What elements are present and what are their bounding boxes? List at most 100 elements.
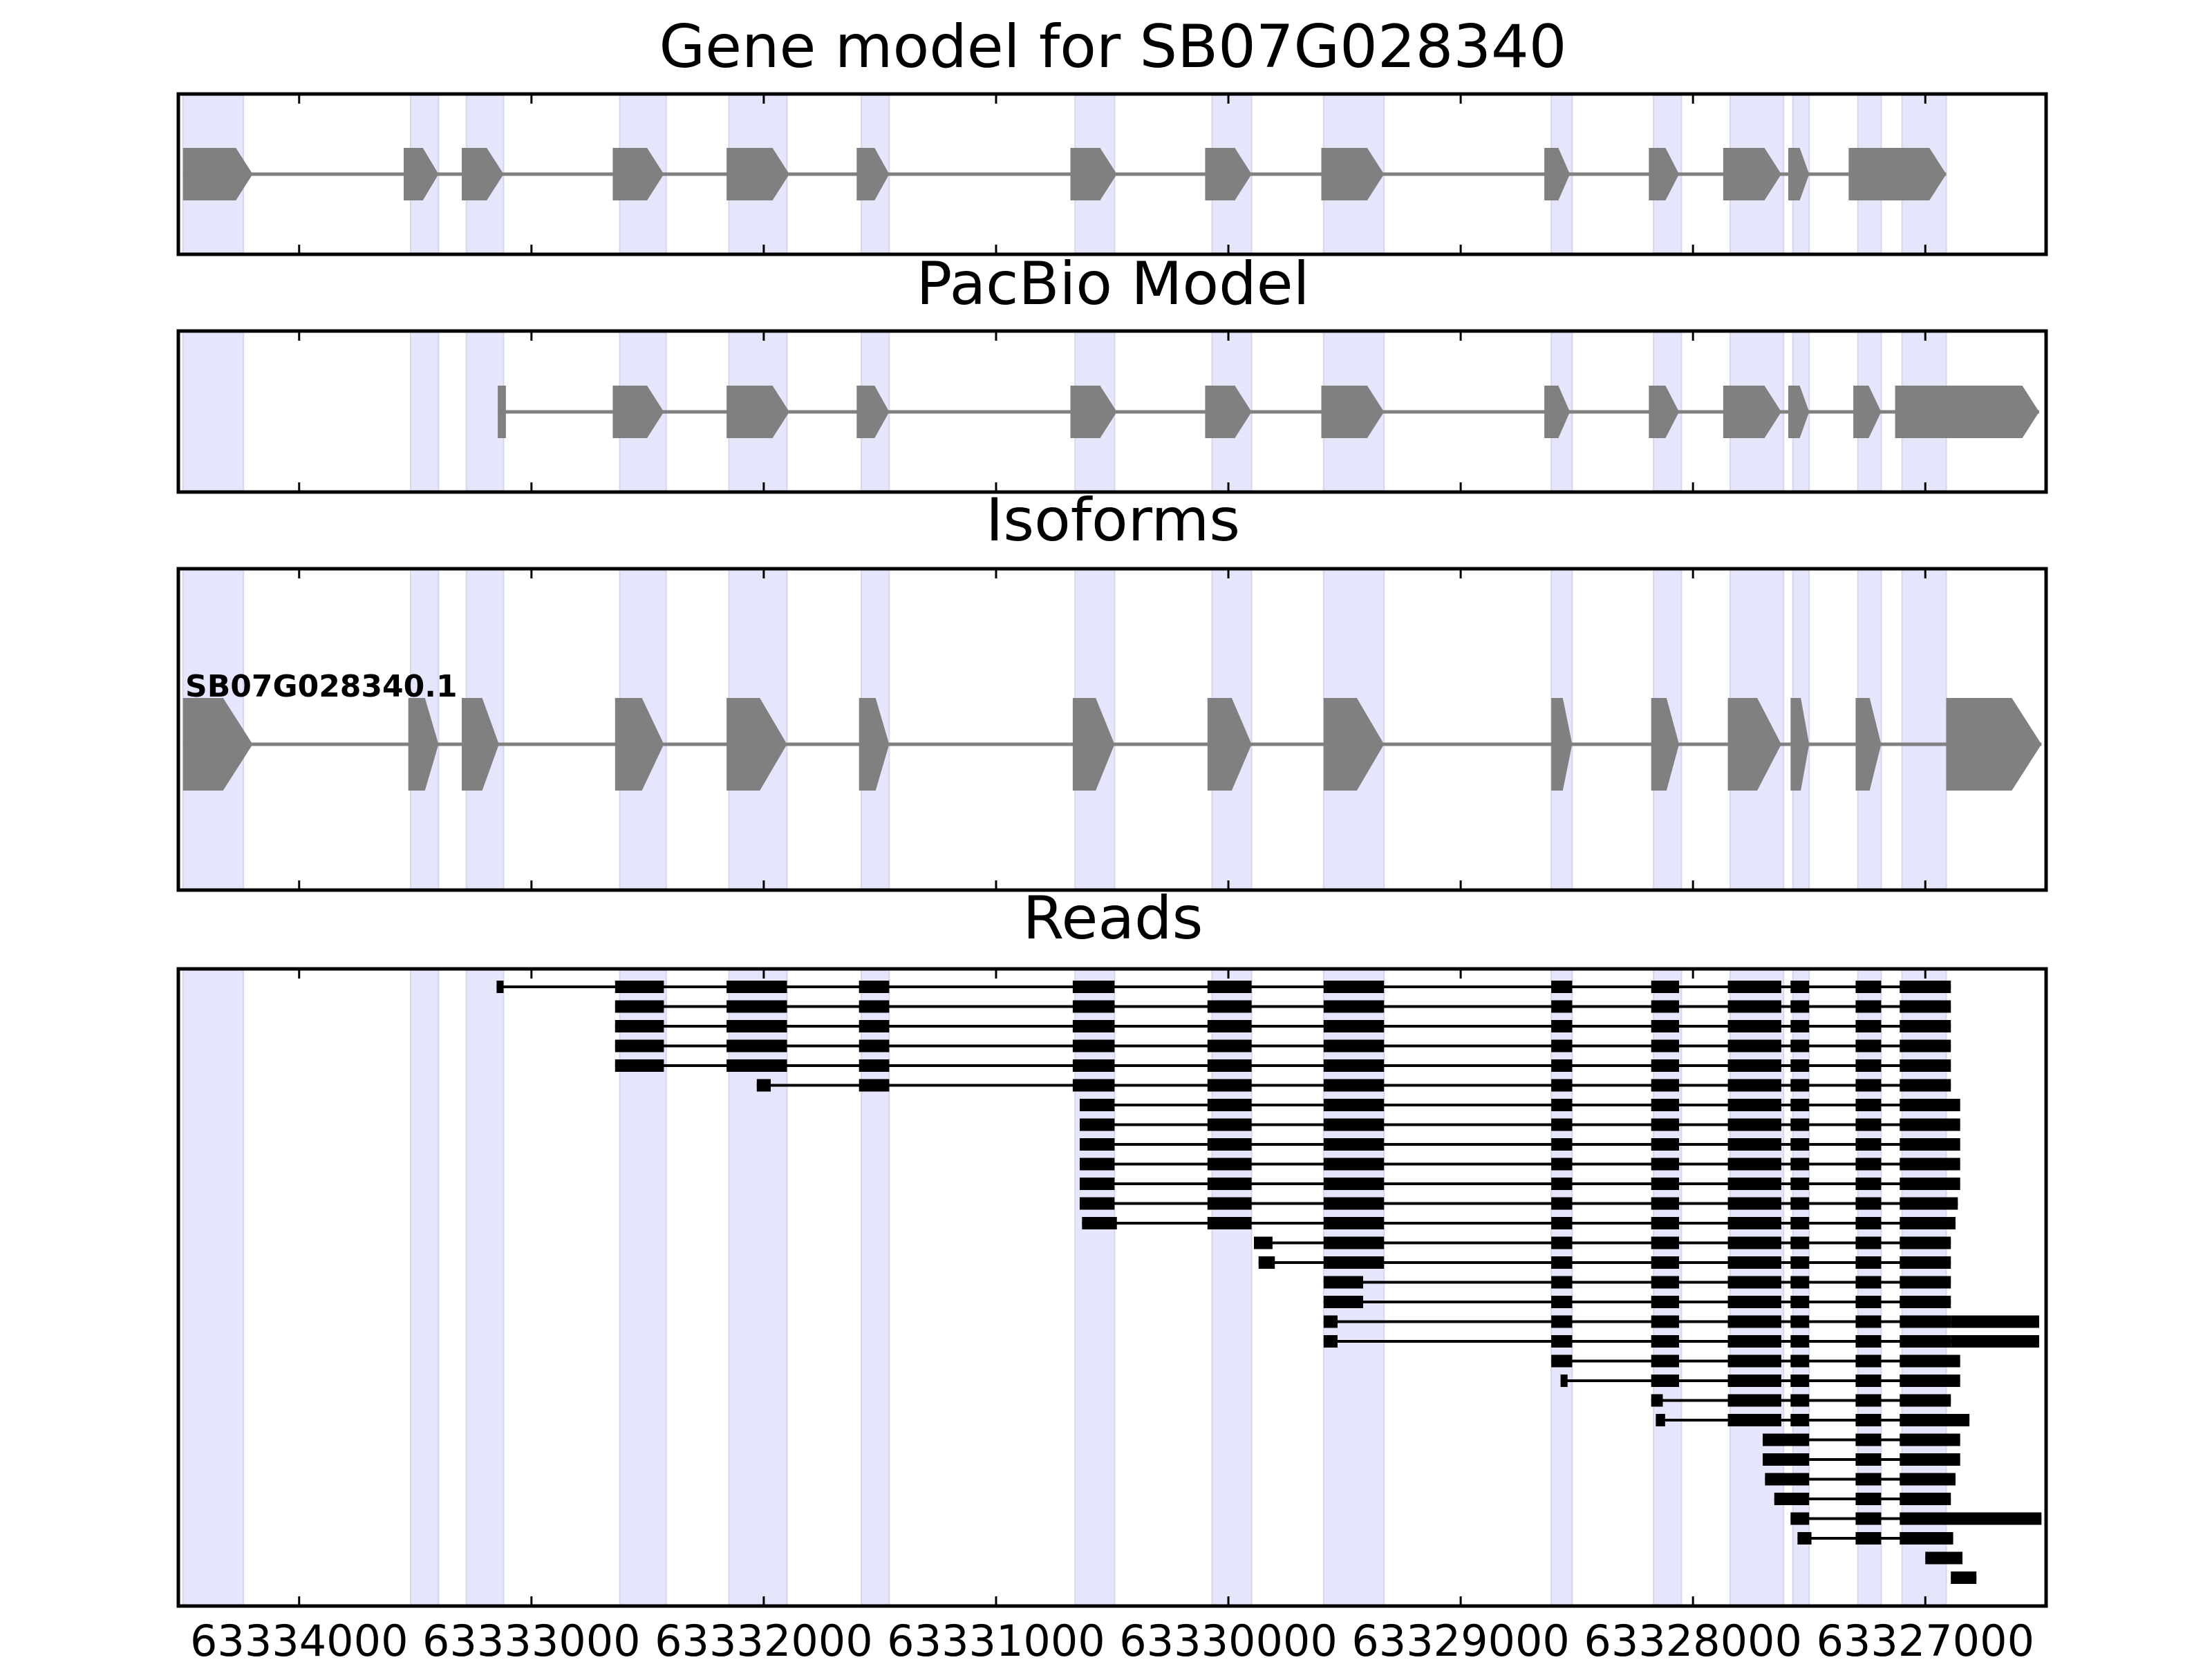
read-block xyxy=(496,981,504,993)
read-block xyxy=(1727,1138,1781,1151)
read-block xyxy=(1651,1059,1680,1072)
read-block xyxy=(1207,1158,1252,1171)
read-block xyxy=(1855,1453,1882,1466)
read-block xyxy=(1651,1020,1680,1032)
read-block xyxy=(1790,1236,1810,1249)
read-block xyxy=(1900,1178,1960,1190)
read-block xyxy=(1651,1276,1680,1289)
exon xyxy=(462,148,504,200)
read xyxy=(1774,1493,1951,1505)
read-block xyxy=(1790,1158,1810,1171)
read-block xyxy=(1790,1493,1810,1505)
read-block xyxy=(1079,1118,1115,1131)
x-tick-label: 63331000 xyxy=(887,1616,1105,1659)
read-block xyxy=(1855,1059,1882,1072)
read-block xyxy=(1790,1000,1810,1013)
read-block xyxy=(1790,1099,1810,1111)
highlight-region xyxy=(182,330,245,493)
read-block xyxy=(1855,1079,1882,1092)
read-block xyxy=(1855,1414,1882,1426)
exon xyxy=(1323,698,1385,791)
pacbio-model-title: PacBio Model xyxy=(916,249,1309,319)
exon xyxy=(1723,148,1781,200)
read-block xyxy=(615,981,664,993)
read-block xyxy=(1323,1039,1385,1052)
read-block xyxy=(1207,1039,1252,1052)
read-block xyxy=(1079,1197,1115,1210)
plot-layer xyxy=(176,92,2048,1608)
read-block xyxy=(1651,1236,1680,1249)
read-block xyxy=(1790,1118,1810,1131)
read-block xyxy=(615,1000,664,1013)
read-block xyxy=(859,1039,890,1052)
read-block xyxy=(1651,1217,1680,1229)
read-block xyxy=(1072,1000,1115,1013)
read-block xyxy=(1651,1158,1680,1171)
read-block xyxy=(1079,1099,1115,1111)
exon xyxy=(612,148,664,200)
read-block xyxy=(1727,1039,1781,1052)
read-block xyxy=(1651,1039,1680,1052)
exon xyxy=(1855,698,1882,791)
read-block xyxy=(727,981,787,993)
highlight-region xyxy=(728,968,788,1607)
read-block xyxy=(1790,1335,1810,1348)
read-block xyxy=(615,1059,664,1072)
read-block xyxy=(1551,1099,1573,1111)
read-block xyxy=(756,1079,771,1092)
read-block xyxy=(1323,981,1385,993)
read-block xyxy=(1727,1000,1781,1013)
read-block xyxy=(1925,1551,1963,1565)
read-block xyxy=(1855,1256,1882,1269)
read-block xyxy=(1900,1138,1960,1151)
read-block xyxy=(1900,1079,1951,1092)
read-block xyxy=(1082,1217,1117,1229)
exon xyxy=(612,386,664,438)
panel-frame xyxy=(176,567,2048,892)
exon xyxy=(727,386,789,438)
read-block xyxy=(727,1020,787,1032)
read-block xyxy=(1900,1493,1951,1505)
read xyxy=(1656,1414,1970,1426)
read-block xyxy=(1727,1394,1781,1407)
read-block xyxy=(1551,1236,1573,1249)
read-block xyxy=(615,1039,664,1052)
highlight-region xyxy=(182,968,245,1607)
read-block xyxy=(1797,1532,1812,1545)
read-block xyxy=(1900,1020,1951,1032)
read xyxy=(1765,1473,1956,1486)
exon xyxy=(856,386,890,438)
read-block xyxy=(1900,1532,1953,1545)
read-block xyxy=(1079,1178,1115,1190)
read-block xyxy=(1651,1000,1680,1013)
read-block xyxy=(1651,1375,1680,1387)
x-tick-label: 63333000 xyxy=(422,1616,641,1659)
read-block xyxy=(1855,1335,1882,1348)
read-block xyxy=(1651,1256,1680,1269)
read-block xyxy=(1855,1276,1882,1289)
read-block xyxy=(1900,1453,1960,1466)
read-block xyxy=(1727,1315,1781,1328)
read-block xyxy=(1323,1178,1385,1190)
panel-frame xyxy=(176,329,2048,494)
read-block xyxy=(1207,1138,1252,1151)
exon xyxy=(1070,386,1117,438)
read-block xyxy=(1207,1020,1252,1032)
read-block xyxy=(1900,1276,1951,1289)
read-block xyxy=(1855,1000,1882,1013)
exon xyxy=(1946,698,2042,791)
read-block xyxy=(1651,1354,1680,1368)
read-block xyxy=(1900,1354,1960,1368)
read-block xyxy=(1790,1276,1810,1289)
read-block xyxy=(1551,1158,1573,1171)
exon xyxy=(859,698,890,791)
read-block xyxy=(1727,1099,1781,1111)
read xyxy=(1762,1433,1960,1446)
read-block xyxy=(1790,1453,1810,1466)
read-block xyxy=(1900,1059,1951,1072)
read-block xyxy=(1651,1118,1680,1131)
exon xyxy=(1895,386,2039,438)
highlight-region xyxy=(410,330,440,493)
read-block xyxy=(1323,1138,1385,1151)
